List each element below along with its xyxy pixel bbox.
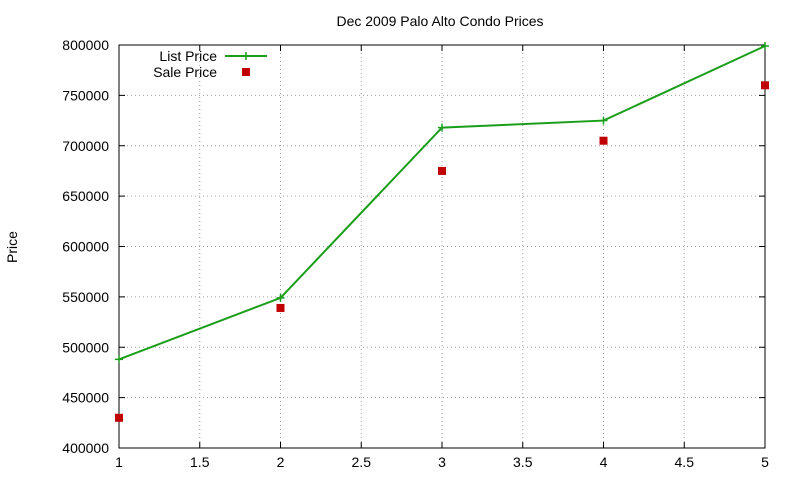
x-tick-label: 3 [438, 454, 446, 470]
y-tick-label: 650000 [62, 188, 109, 204]
series-group [115, 42, 769, 422]
data-point [599, 116, 608, 125]
y-tick-label: 500000 [62, 339, 109, 355]
data-point [761, 81, 769, 90]
data-point [115, 355, 123, 364]
series-list-price [115, 42, 769, 364]
legend-swatch-marker [242, 52, 250, 60]
legend-label: List Price [159, 48, 217, 64]
grid [118, 44, 766, 449]
y-axis-label: Price [4, 231, 20, 263]
y-tick-label: 700000 [62, 138, 109, 154]
data-point [276, 293, 285, 302]
y-tick-label: 800000 [62, 37, 109, 53]
legend-swatch-marker [242, 68, 250, 76]
x-tick-label: 1.5 [190, 454, 210, 470]
data-point [276, 303, 285, 312]
x-tick-label: 5 [761, 454, 769, 470]
y-tick-label: 750000 [62, 87, 109, 103]
x-tick-label: 2.5 [352, 454, 372, 470]
x-tick-label: 2 [277, 454, 285, 470]
data-point [438, 123, 446, 132]
y-tick-label: 450000 [62, 390, 109, 406]
x-tick-label: 4.5 [675, 454, 695, 470]
data-point [438, 166, 446, 175]
x-tick-label: 3.5 [513, 454, 533, 470]
chart-title: Dec 2009 Palo Alto Condo Prices [336, 13, 543, 29]
data-point [761, 42, 769, 51]
data-point [599, 136, 608, 145]
x-tick-label: 4 [600, 454, 608, 470]
axes: 1 1.5 2 2.5 3 3.5 4 4.5 5 400000 450000 500000 55000… [62, 37, 769, 470]
series-sale-price [115, 81, 769, 422]
data-point [115, 413, 123, 422]
y-tick-label: 600000 [62, 239, 109, 255]
x-tick-label: 1 [115, 454, 123, 470]
y-tick-label: 550000 [62, 289, 109, 305]
legend-label: Sale Price [153, 64, 217, 80]
y-tick-label: 400000 [62, 440, 109, 456]
